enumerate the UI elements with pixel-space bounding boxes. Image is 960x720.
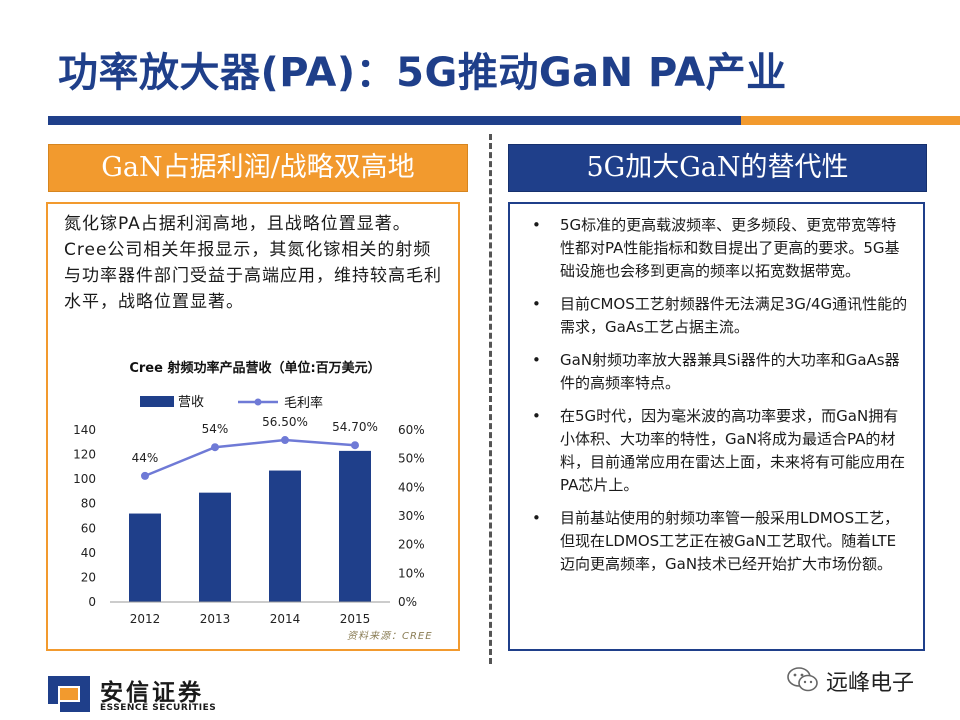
x-tick-label: 2013 — [200, 612, 231, 626]
bullet-dot: • — [532, 407, 541, 425]
margin-data-label: 56.50% — [262, 415, 308, 429]
x-tick-label: 2015 — [340, 612, 371, 626]
revenue-bar — [199, 492, 231, 602]
x-tick-label: 2014 — [270, 612, 301, 626]
y-right-tick-label: 0% — [398, 595, 417, 609]
title-rule-navy — [48, 116, 741, 125]
y-left-tick-label: 80 — [81, 497, 96, 511]
bullet-text: 目前CMOS工艺射频器件无法满足3G/4G通讯性能的需求，GaAs工艺占据主流。 — [560, 295, 908, 336]
bullet-item: • 目前CMOS工艺射频器件无法满足3G/4G通讯性能的需求，GaAs工艺占据主流… — [530, 293, 910, 339]
bullet-text: 目前基站使用的射频功率管一般采用LDMOS工艺，但现在LDMOS工艺正在被GaN… — [560, 509, 900, 573]
bullet-dot: • — [532, 295, 541, 313]
y-left-tick-label: 0 — [88, 595, 96, 609]
y-left-tick-label: 40 — [81, 546, 96, 560]
logo-name-cn: 安信证券 — [100, 680, 204, 706]
x-tick-label: 2012 — [130, 612, 161, 626]
bullet-dot: • — [532, 216, 541, 234]
margin-point — [351, 441, 359, 450]
watermark-account-name: 远峰电子 — [826, 671, 915, 696]
revenue-margin-chart: Cree 射频功率产品营收（单位:百万美元） 营收 毛利率 0 20 40 60 80 100 1… — [73, 360, 425, 626]
revenue-bar — [269, 470, 301, 602]
column-divider — [489, 134, 492, 664]
bullet-item: • 目前基站使用的射频功率管一般采用LDMOS工艺，但现在LDMOS工艺正在被Ga… — [530, 507, 910, 576]
margin-data-label: 54% — [202, 422, 229, 436]
bullet-item: • GaN射频功率放大器兼具Si器件的大功率和GaAs器件的高频率特点。 — [530, 349, 910, 395]
y-right-tick-label: 40% — [398, 480, 425, 494]
bullet-item: • 5G标准的更高载波频率、更多频段、更宽带宽等特性都对PA性能指标和数目提出了更… — [530, 214, 910, 283]
y-left-tick-label: 20 — [81, 570, 96, 584]
margin-data-label: 44% — [132, 451, 159, 465]
margin-point — [281, 436, 289, 445]
slide-title: 功率放大器(PA)：5G推动GaN PA产业 — [58, 50, 787, 96]
legend-line-marker — [254, 398, 262, 406]
essence-securities-logo-icon — [48, 676, 90, 712]
bullet-list: • 5G标准的更高载波频率、更多频段、更宽带宽等特性都对PA性能指标和数目提出了更… — [530, 214, 910, 586]
y-right-tick-label: 10% — [398, 566, 425, 580]
right-section-header: 5G加大GaN的替代性 — [508, 144, 927, 192]
y-right-tick-label: 30% — [398, 509, 425, 523]
bullet-text: GaN射频功率放大器兼具Si器件的大功率和GaAs器件的高频率特点。 — [560, 351, 900, 392]
legend-bar-swatch — [140, 396, 174, 407]
left-section-header: GaN占据利润/战略双高地 — [48, 144, 468, 192]
y-right-tick-label: 60% — [398, 423, 425, 437]
margin-point — [141, 471, 149, 480]
logo-name-en: ESSENCE SECURITIES — [100, 703, 217, 713]
y-right-tick-label: 20% — [398, 538, 425, 552]
chart-title: Cree 射频功率产品营收（单位:百万美元） — [129, 360, 380, 376]
y-left-tick-label: 140 — [73, 423, 96, 437]
wechat-icon — [787, 667, 818, 692]
y-right-tick-label: 50% — [398, 452, 425, 466]
bullet-item: • 在5G时代，因为毫米波的高功率要求，而GaN拥有小体积、大功率的特性，GaN将… — [530, 405, 910, 497]
legend-bar-label: 营收 — [178, 395, 204, 410]
bullet-text: 在5G时代，因为毫米波的高功率要求，而GaN拥有小体积、大功率的特性，GaN将成… — [560, 407, 906, 494]
bullet-dot: • — [532, 351, 541, 369]
margin-point — [211, 443, 219, 452]
bullet-dot: • — [532, 509, 541, 527]
intro-paragraph: 氮化镓PA占据利润高地，且战略位置显著。Cree公司相关年报显示，其氮化镓相关的… — [64, 214, 442, 312]
right-content-box — [508, 202, 925, 651]
revenue-bar — [339, 450, 371, 602]
legend-line-label: 毛利率 — [284, 395, 323, 411]
title-rule-orange — [741, 116, 960, 125]
y-left-tick-label: 100 — [73, 472, 96, 486]
left-content-box — [46, 202, 460, 651]
margin-line — [144, 438, 356, 478]
source-note: 资料来源：CREE — [347, 631, 433, 642]
revenue-bar — [129, 513, 161, 602]
y-left-tick-label: 60 — [81, 521, 96, 535]
margin-data-label: 54.70% — [332, 420, 378, 434]
y-left-tick-label: 120 — [73, 448, 96, 462]
bullet-text: 5G标准的更高载波频率、更多频段、更宽带宽等特性都对PA性能指标和数目提出了更高… — [560, 216, 900, 280]
